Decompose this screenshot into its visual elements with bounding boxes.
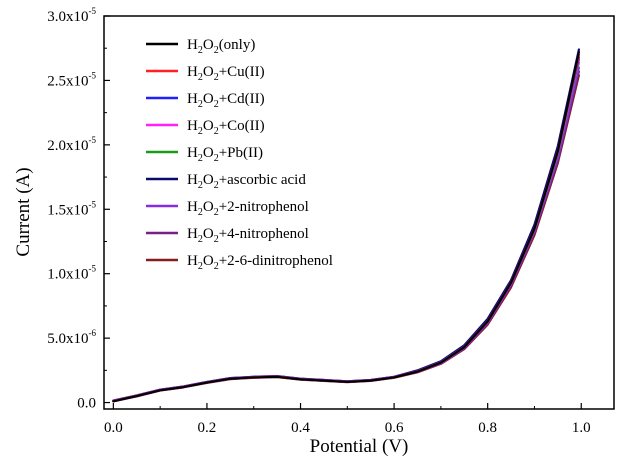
y-tick-label: 2.5x10-5 — [47, 70, 96, 89]
y-tick-label: 0.0 — [77, 396, 96, 412]
series-line — [112, 53, 581, 403]
series-line — [112, 70, 581, 403]
y-axis-title: Current (A) — [13, 167, 34, 256]
series-line — [112, 61, 581, 403]
x-tick-label: 0.0 — [104, 420, 123, 436]
x-tick-label: 0.8 — [478, 420, 497, 436]
legend-label: H2O2+ascorbic acid — [187, 172, 306, 191]
legend-label: H2O2+Cd(II) — [187, 91, 265, 110]
y-tick-labels: 0.0 5.0x10-6 1.0x10-5 1.5x10-5 2.0x10-5 2.5x1… — [47, 6, 96, 412]
legend-label: H2O2(only) — [187, 37, 255, 56]
y-tick-label: 1.0x10-5 — [47, 264, 96, 283]
x-tick-labels: 0.0 0.2 0.4 0.6 0.8 1.0 — [104, 420, 591, 436]
y-tick-label: 1.5x10-5 — [47, 199, 96, 218]
y-tick-label: 5.0x10-6 — [47, 328, 96, 347]
axis-ticks — [104, 15, 582, 409]
plot-area-frame — [103, 15, 615, 410]
legend: H2O2(only) H2O2+Cu(II) H2O2+Cd(II) H2O2+Co(… — [146, 37, 333, 272]
y-tick-label: 2.0x10-5 — [47, 135, 96, 154]
legend-label: H2O2+4-nitrophenol — [187, 226, 309, 245]
series-line — [112, 58, 581, 403]
legend-label: H2O2+2-nitrophenol — [187, 199, 309, 218]
x-tick-label: 1.0 — [572, 420, 591, 436]
y-tick-label: 3.0x10-5 — [47, 6, 96, 25]
x-axis-title: Potential (V) — [310, 436, 409, 457]
series-layer — [112, 48, 581, 403]
x-tick-label: 0.6 — [385, 420, 404, 436]
series-line — [112, 50, 581, 403]
x-tick-label: 0.4 — [291, 420, 310, 436]
series-line — [112, 56, 581, 402]
x-tick-label: 0.2 — [198, 420, 217, 436]
series-line — [112, 74, 581, 403]
series-line — [112, 66, 581, 403]
legend-label: H2O2+2-6-dinitrophenol — [187, 253, 333, 272]
legend-label: H2O2+Pb(II) — [187, 145, 263, 164]
legend-label: H2O2+Cu(II) — [187, 64, 265, 83]
series-line — [112, 48, 581, 402]
legend-label: H2O2+Co(II) — [187, 118, 265, 137]
